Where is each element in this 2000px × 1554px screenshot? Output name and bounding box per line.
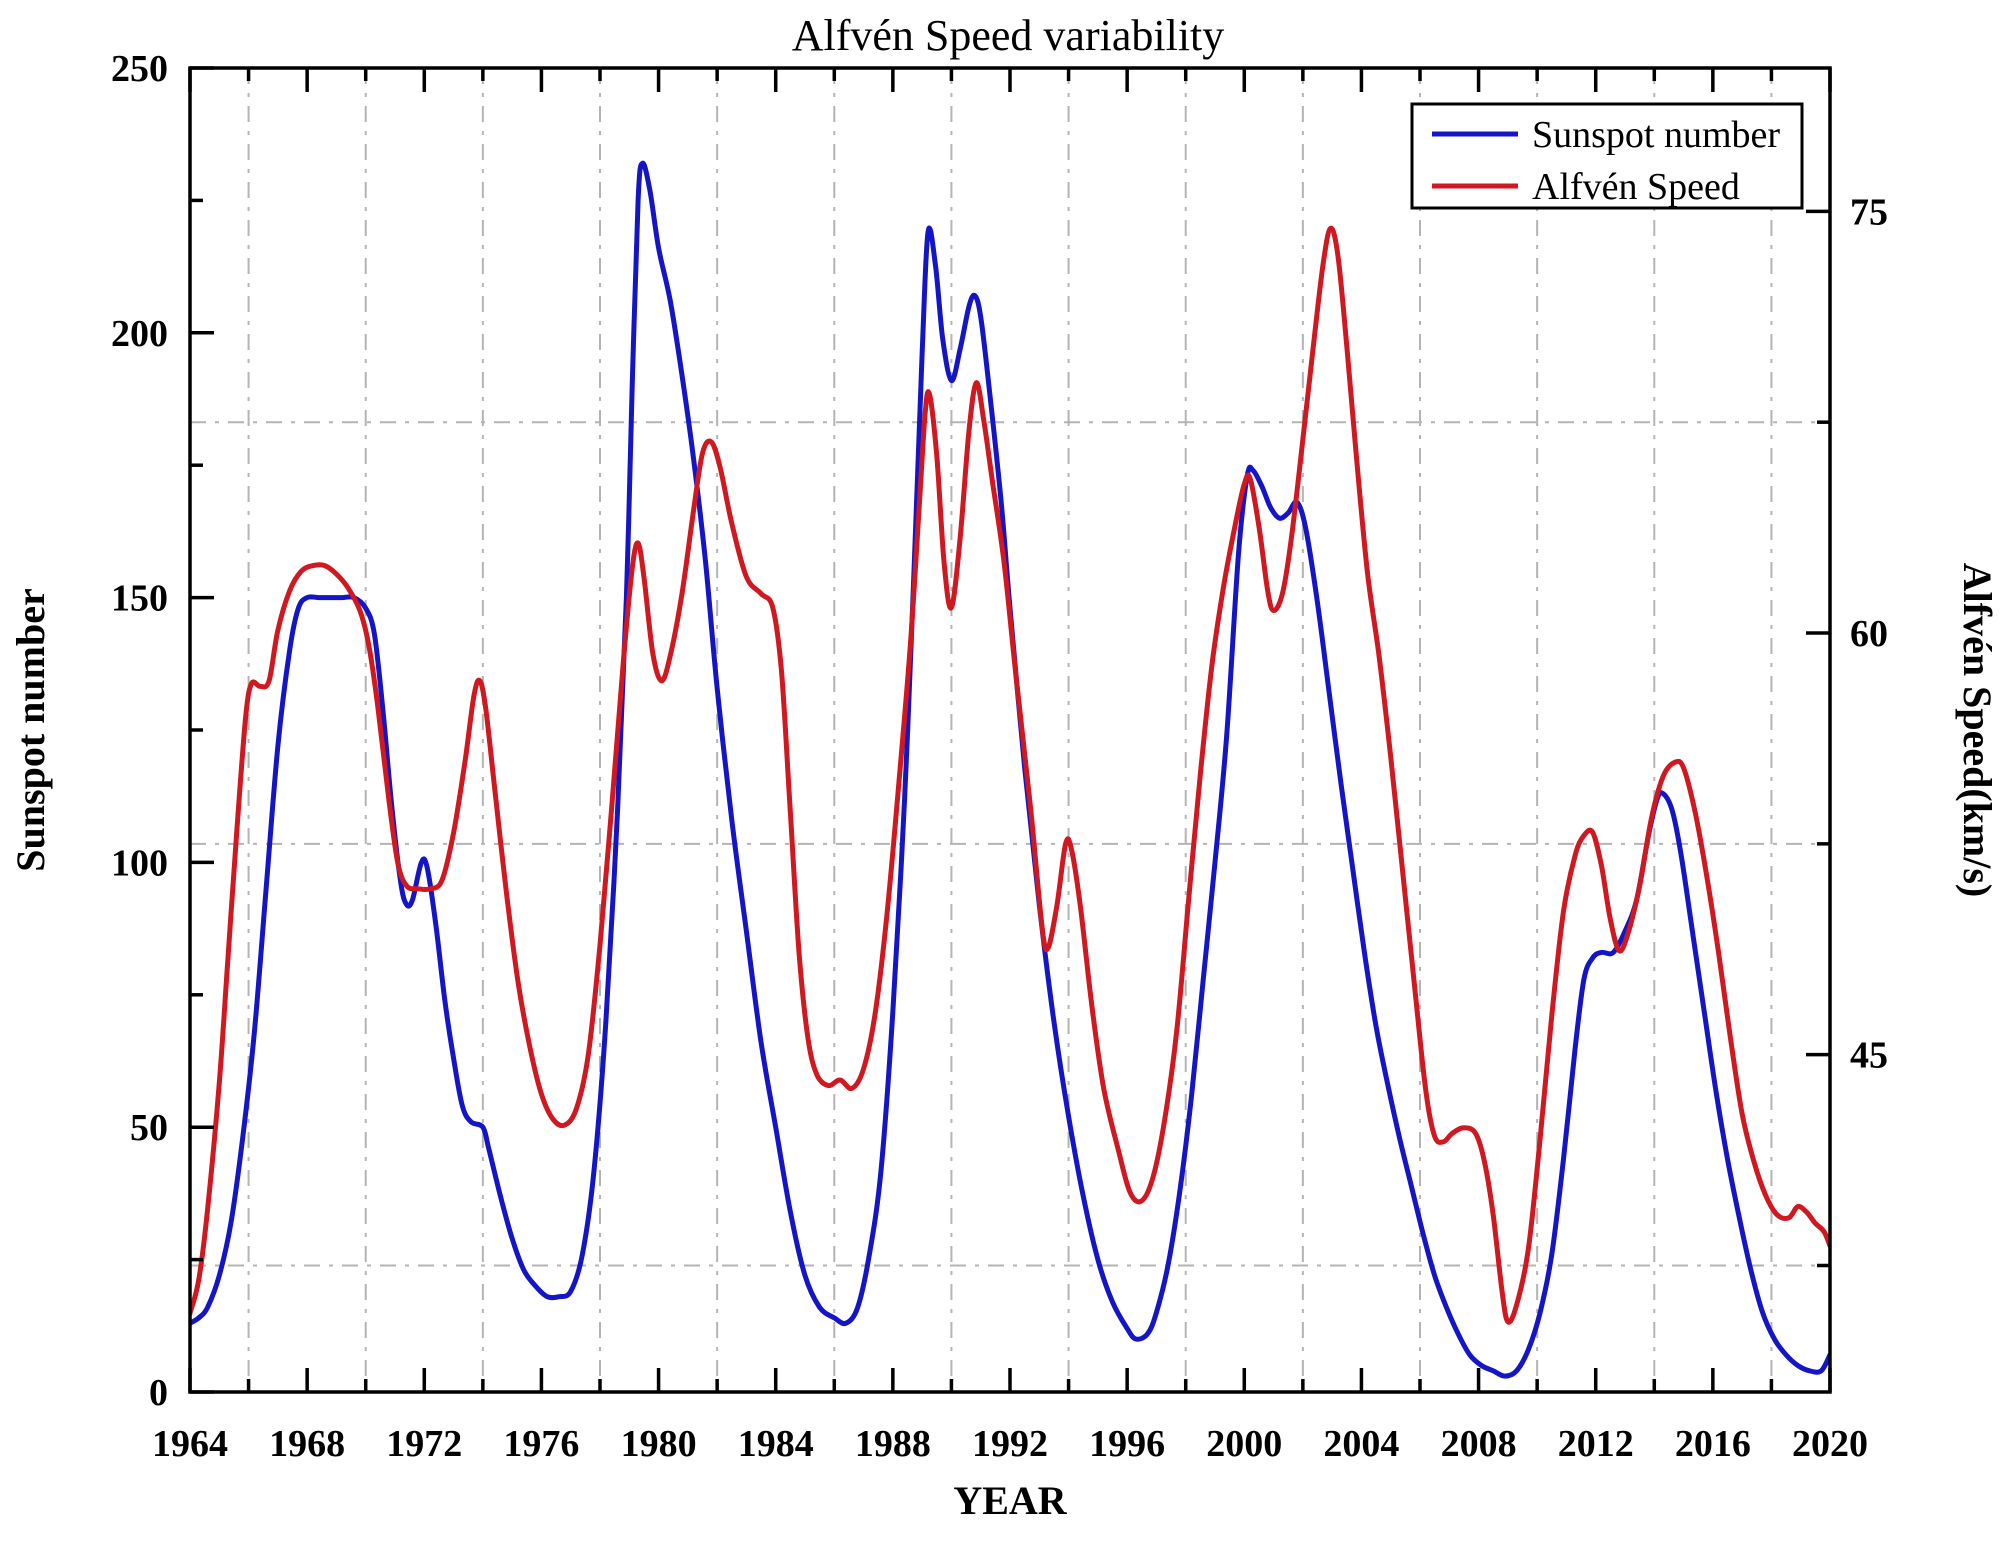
x-tick-label: 1984 bbox=[738, 1423, 814, 1465]
left-tick-label: 50 bbox=[130, 1107, 168, 1149]
right-tick-label: 60 bbox=[1850, 613, 1888, 655]
x-tick-label: 1996 bbox=[1089, 1423, 1165, 1465]
legend-box bbox=[1410, 102, 1804, 210]
x-tick-label: 2016 bbox=[1675, 1423, 1751, 1465]
x-tick-label: 2000 bbox=[1206, 1423, 1282, 1465]
x-axis-title: YEAR bbox=[953, 1478, 1067, 1523]
right-tick-label: 45 bbox=[1850, 1035, 1888, 1077]
x-tick-label: 1988 bbox=[855, 1423, 931, 1465]
x-tick-label: 2008 bbox=[1441, 1423, 1517, 1465]
data-series bbox=[190, 160, 1830, 1379]
x-tick-label: 1976 bbox=[503, 1423, 579, 1465]
plot-border bbox=[188, 66, 1832, 1394]
chart-title: Alfvén Speed variability bbox=[792, 11, 1225, 60]
left-tick-label: 200 bbox=[111, 313, 168, 355]
legend-label-alfven: Alfvén Speed bbox=[1532, 166, 1740, 208]
left-axis-title: Sunspot number bbox=[8, 588, 53, 871]
x-tick-label: 1964 bbox=[152, 1423, 228, 1465]
series-line-sunspot bbox=[190, 160, 1830, 1379]
legend: Sunspot number Alfvén Speed bbox=[1410, 102, 1804, 210]
legend-label-sunspot: Sunspot number bbox=[1532, 114, 1780, 156]
gridlines bbox=[190, 68, 1830, 1392]
series-line-alfven bbox=[190, 225, 1830, 1325]
tick-labels: 1964 1968 1972 1976 1980 1984 1988 1992 1996 2000… bbox=[111, 48, 1888, 1465]
x-tick-label: 1972 bbox=[386, 1423, 462, 1465]
x-tick-label: 2004 bbox=[1323, 1423, 1399, 1465]
x-tick-label: 1992 bbox=[972, 1423, 1048, 1465]
right-tick-label: 75 bbox=[1850, 191, 1888, 233]
x-tick-label: 2012 bbox=[1558, 1423, 1634, 1465]
x-tick-label: 2020 bbox=[1792, 1423, 1868, 1465]
left-tick-label: 150 bbox=[111, 578, 168, 620]
x-tick-label: 1980 bbox=[621, 1423, 697, 1465]
plot-frame-and-ticks bbox=[188, 66, 1832, 1394]
left-tick-label: 250 bbox=[111, 48, 168, 90]
x-tick-label: 1968 bbox=[269, 1423, 345, 1465]
left-tick-label: 0 bbox=[149, 1372, 168, 1414]
left-tick-label: 100 bbox=[111, 842, 168, 884]
right-axis-title: Alfvén Speed(km/s) bbox=[1955, 563, 2000, 897]
